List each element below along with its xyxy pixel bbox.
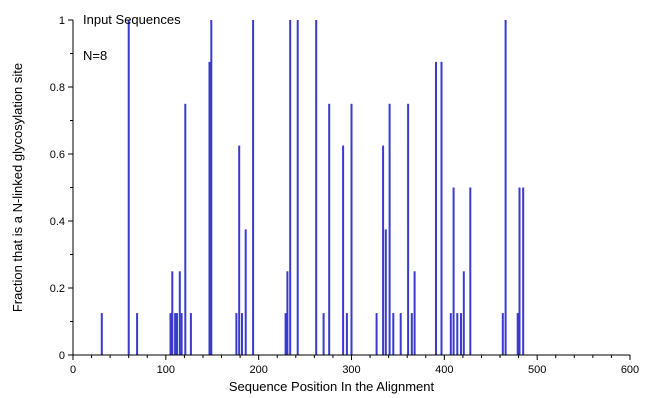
bar bbox=[462, 271, 465, 356]
bar bbox=[435, 61, 437, 356]
bar bbox=[516, 313, 519, 355]
y-tick-label: 1 bbox=[59, 15, 65, 27]
bar bbox=[328, 103, 331, 356]
x-tick-label: 600 bbox=[621, 364, 639, 376]
bar bbox=[238, 145, 241, 355]
x-tick-label: 300 bbox=[342, 364, 360, 376]
bar bbox=[413, 271, 416, 356]
bar bbox=[350, 103, 353, 356]
bar bbox=[178, 271, 181, 356]
x-tick-label: 100 bbox=[157, 364, 175, 376]
bar bbox=[342, 145, 345, 355]
y-tick-label: 0.8 bbox=[50, 82, 65, 94]
bar bbox=[399, 313, 402, 355]
y-tick-label: 0.6 bbox=[50, 149, 65, 161]
bar bbox=[345, 313, 348, 355]
bar bbox=[252, 20, 255, 355]
y-tick-label: 0.4 bbox=[50, 216, 65, 228]
bar bbox=[286, 271, 289, 356]
bar bbox=[382, 145, 385, 355]
bar bbox=[180, 313, 183, 355]
x-tick-label: 200 bbox=[249, 364, 267, 376]
bar bbox=[241, 313, 243, 355]
bar bbox=[174, 313, 177, 355]
bar bbox=[456, 313, 459, 355]
annotation-input-sequences: Input Sequences bbox=[83, 12, 181, 27]
bar bbox=[189, 313, 192, 355]
bar bbox=[176, 313, 178, 355]
bar bbox=[440, 61, 443, 356]
bar bbox=[100, 313, 103, 355]
bar bbox=[388, 103, 391, 356]
bar bbox=[136, 313, 139, 355]
annotation-sample-size: N=8 bbox=[83, 48, 107, 63]
y-ticks: 0 0.2 0.4 0.6 0.8 1 bbox=[50, 15, 73, 362]
bar bbox=[407, 103, 410, 356]
bar bbox=[289, 20, 292, 355]
bar bbox=[501, 313, 504, 355]
bar bbox=[235, 313, 238, 355]
bar bbox=[210, 20, 213, 355]
bar bbox=[284, 313, 287, 355]
bar bbox=[244, 229, 247, 355]
bar bbox=[460, 313, 462, 355]
bar bbox=[127, 20, 130, 355]
bar bbox=[452, 187, 455, 355]
y-tick-label: 0 bbox=[59, 350, 65, 362]
bar-group bbox=[100, 20, 525, 356]
bar bbox=[315, 20, 318, 355]
x-axis-label: Sequence Position In the Alignment bbox=[229, 379, 435, 394]
bar bbox=[392, 313, 395, 355]
bar bbox=[296, 20, 299, 355]
x-tick-label: 0 bbox=[70, 364, 76, 376]
bar bbox=[469, 187, 472, 355]
bar bbox=[169, 313, 172, 355]
bar bbox=[504, 20, 507, 355]
y-tick-label: 0.2 bbox=[50, 283, 65, 295]
bar bbox=[375, 313, 378, 355]
bar bbox=[522, 187, 525, 355]
x-ticks: 0 100 200 300 400 500 600 bbox=[70, 355, 639, 376]
bar bbox=[384, 229, 387, 355]
bar bbox=[410, 313, 413, 355]
x-tick-label: 400 bbox=[435, 364, 453, 376]
bar bbox=[171, 271, 174, 356]
y-axis-label: Fraction that is a N-linked glycosylatio… bbox=[10, 63, 25, 312]
bar bbox=[208, 61, 211, 356]
bar bbox=[449, 313, 452, 355]
bar bbox=[518, 187, 521, 355]
bar bbox=[322, 313, 325, 355]
x-tick-label: 500 bbox=[528, 364, 546, 376]
bar bbox=[184, 103, 187, 356]
